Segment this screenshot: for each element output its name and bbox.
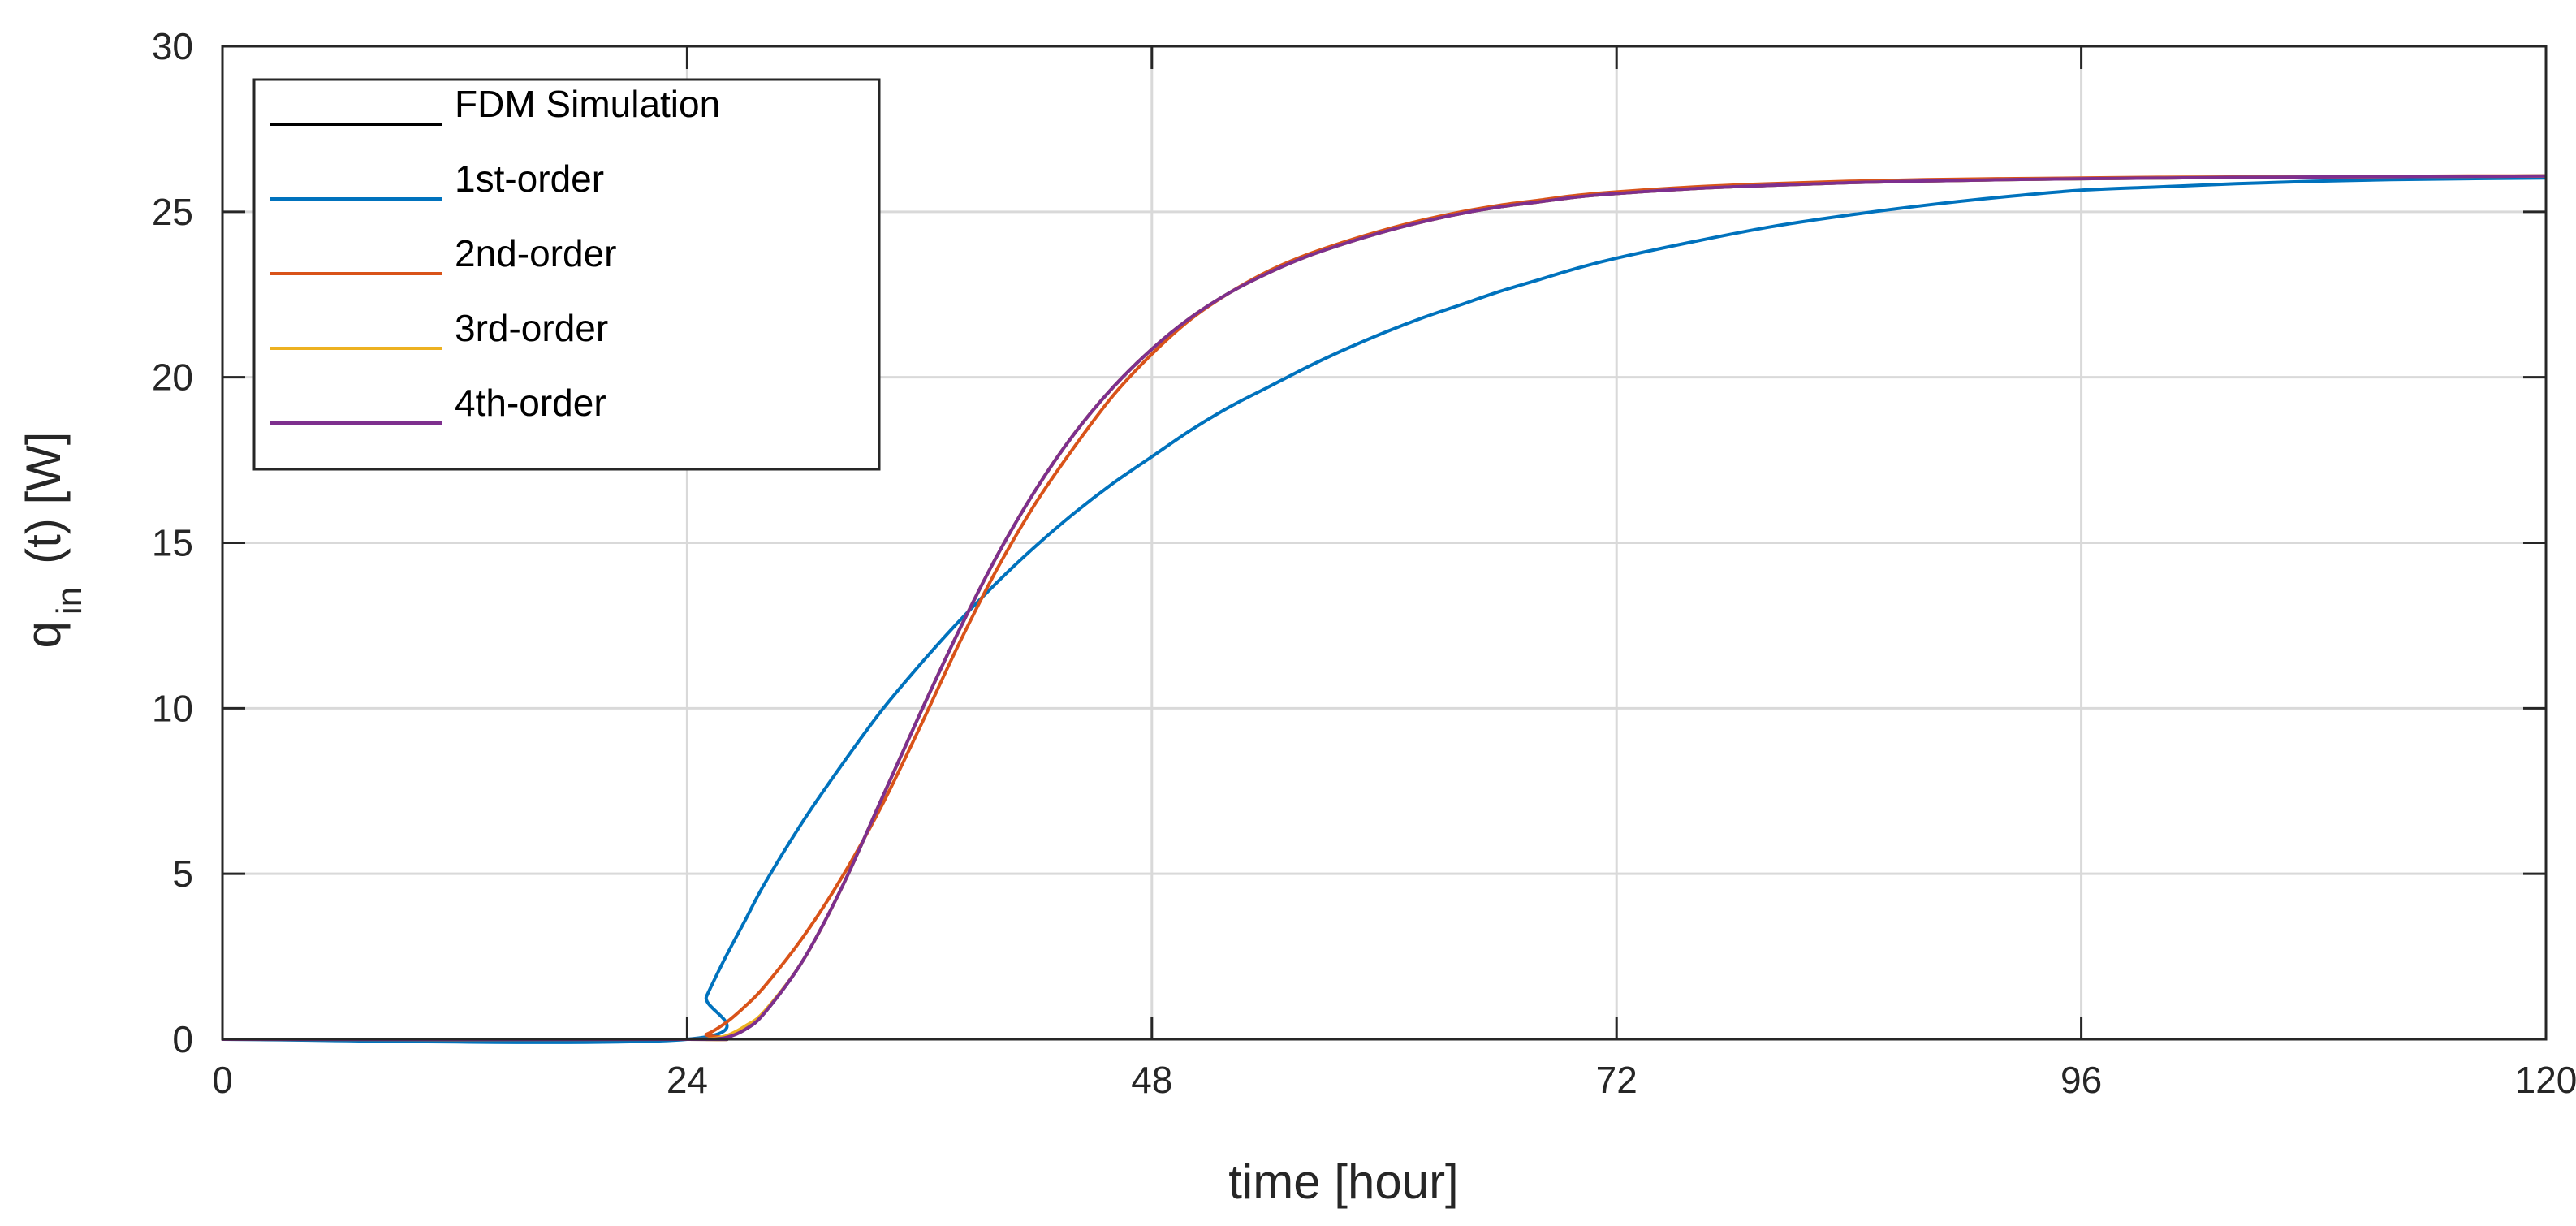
svg-text:qin(t) [W]: q in (t) [W] <box>16 432 89 649</box>
y-tick-label: 5 <box>172 853 193 895</box>
y-axis-label-rest: (t) [W] <box>16 432 71 564</box>
y-tick-label: 0 <box>172 1018 193 1060</box>
y-axis-label-sub: in <box>50 587 89 615</box>
x-tick-label: 0 <box>212 1059 233 1101</box>
series-line-4th-order <box>222 174 2547 1042</box>
legend-label-2nd-order: 2nd-order <box>455 232 616 274</box>
y-tick-label: 15 <box>152 522 193 564</box>
x-tick-label: 72 <box>1596 1059 1638 1101</box>
series-line-1st-order <box>222 176 2547 1044</box>
y-axis-label: q in (t) [W] <box>16 432 89 649</box>
legend: FDM Simulation 1st-order 2nd-order 3rd-orde… <box>252 78 881 471</box>
x-tick-label: 24 <box>667 1059 708 1101</box>
legend-label-3rd-order: 3rd-order <box>455 307 608 349</box>
series-lines <box>222 174 2547 1044</box>
y-axis-label-main: q <box>16 621 71 648</box>
x-tick-label: 96 <box>2060 1059 2102 1101</box>
x-axis-label: time [hour] <box>1228 1155 1458 1209</box>
y-tick-label: 10 <box>152 687 193 729</box>
legend-label-1st-order: 1st-order <box>455 158 604 200</box>
legend-label-fdm-simulation: FDM Simulation <box>455 83 720 125</box>
x-tick-label: 120 <box>2515 1059 2576 1101</box>
y-tick-labels: 0 5 10 15 20 25 30 <box>152 25 193 1060</box>
y-tick-label: 20 <box>152 356 193 399</box>
y-tick-label: 25 <box>152 191 193 233</box>
tick-marks <box>221 45 2548 1041</box>
x-tick-labels: 0 24 48 72 96 120 <box>212 1059 2576 1101</box>
grid-lines <box>222 46 2546 1039</box>
legend-label-4th-order: 4th-order <box>455 382 606 424</box>
x-tick-label: 48 <box>1131 1059 1172 1101</box>
y-tick-label: 30 <box>152 25 193 67</box>
